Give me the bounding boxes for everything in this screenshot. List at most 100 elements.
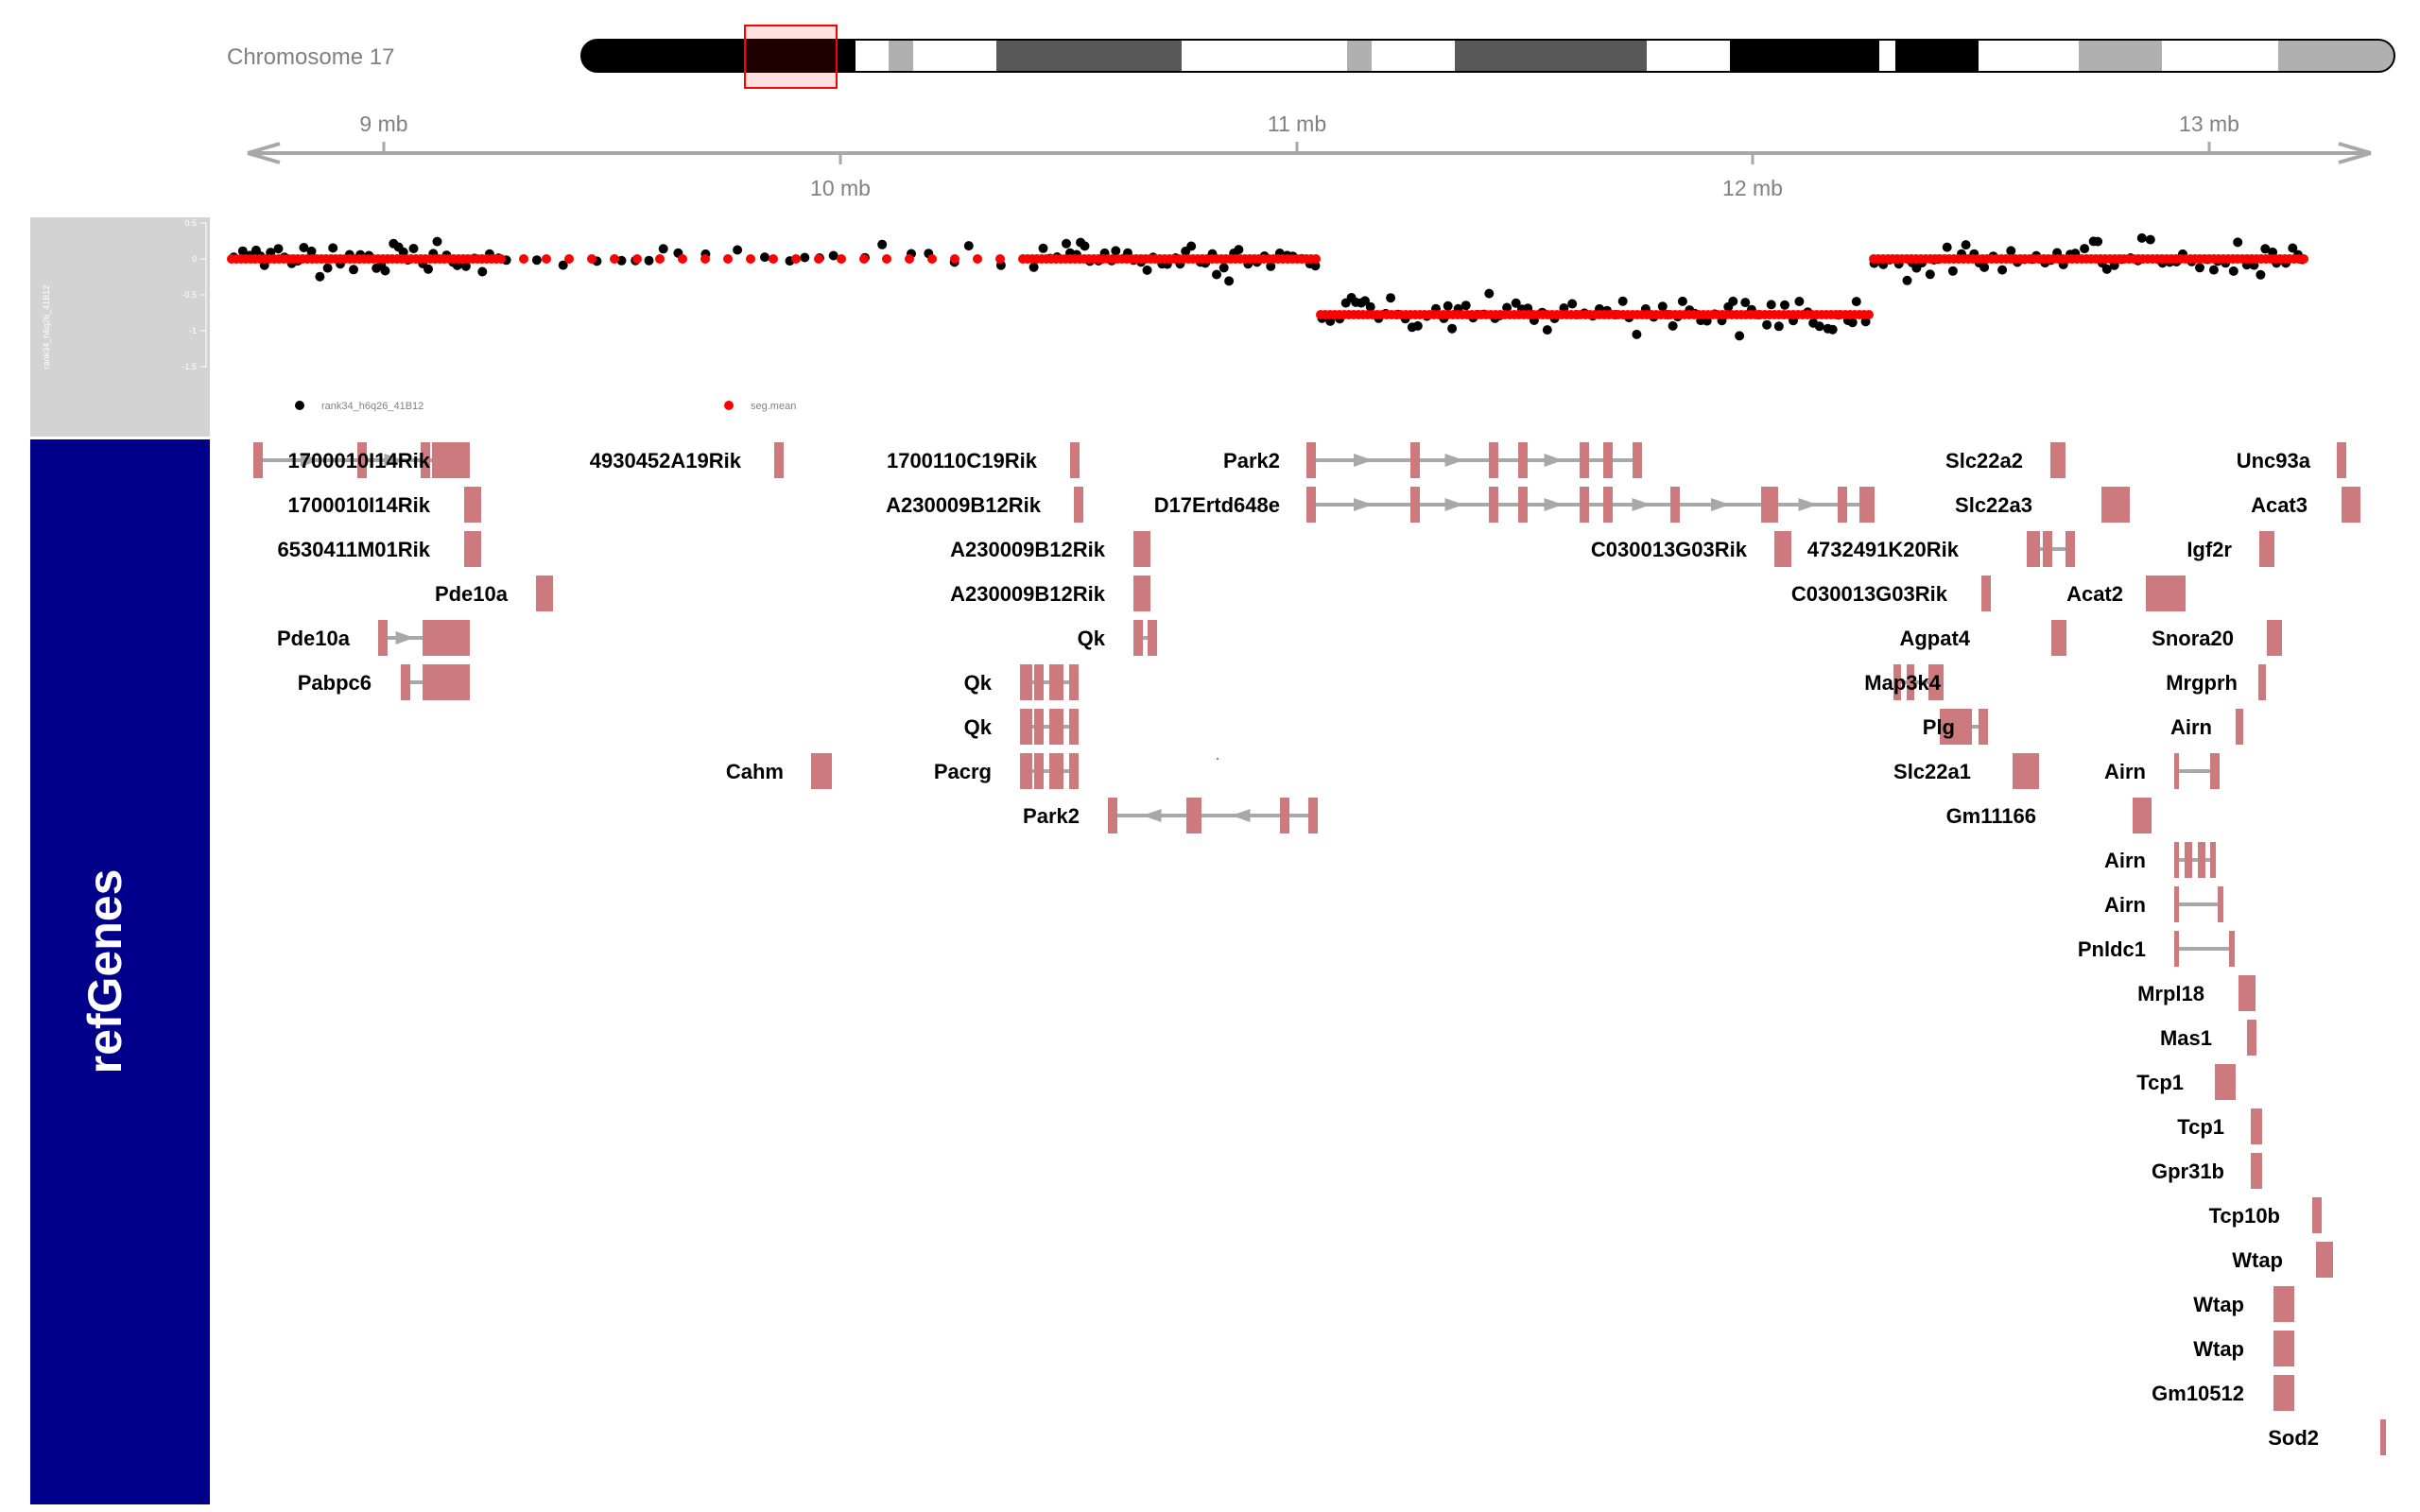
exon <box>2251 1153 2262 1189</box>
gene-label: D17Ertd648e <box>1154 493 1280 517</box>
gene-model: Gpr31b <box>2152 1153 2262 1189</box>
data-point <box>1142 265 1152 275</box>
exon <box>2337 442 2346 478</box>
data-point <box>558 260 568 270</box>
exon <box>1020 709 1032 745</box>
data-point <box>432 236 442 247</box>
exon <box>2251 1108 2262 1144</box>
data-point <box>733 245 743 255</box>
data-track: rank34_h6q26_41B12 0.5 0 -0.5 -1 -1.5 ra… <box>30 217 2308 437</box>
y-tick-label: -1 <box>189 326 197 335</box>
gene-model: Airn <box>2104 842 2216 878</box>
gene-label: Park2 <box>1023 804 1080 828</box>
gene-model: Pabpc6 <box>298 664 470 700</box>
gene-label: Tcp10b <box>2209 1204 2280 1228</box>
data-point <box>1925 269 1935 280</box>
gene-model: A230009B12Rik <box>886 487 1083 523</box>
legend-label: seg.mean <box>751 401 796 412</box>
data-point <box>408 244 419 253</box>
data-point <box>1773 321 1784 332</box>
strand-arrow-right-icon <box>1711 498 1730 511</box>
exon <box>2066 531 2075 567</box>
gene-model: Cahm <box>726 753 832 789</box>
data-track-y-axis: 0.5 0 -0.5 -1 -1.5 <box>182 218 206 371</box>
exon <box>1603 442 1613 478</box>
data-point <box>306 246 317 256</box>
data-point <box>315 271 325 282</box>
gene-model: 4732491K20Rik <box>1807 531 2075 567</box>
data-point <box>644 255 654 266</box>
gene-label: Airn <box>2104 760 2146 783</box>
gene-model: Unc93a <box>2237 442 2346 478</box>
gene-label: A230009B12Rik <box>886 493 1042 517</box>
exon <box>432 442 470 478</box>
segment-mean-point <box>678 254 687 264</box>
strand-arrow-right-icon <box>1544 498 1564 511</box>
data-point <box>2256 269 2266 280</box>
exon <box>536 576 553 611</box>
gene-label: Pacrg <box>934 760 992 783</box>
data-point <box>800 252 810 263</box>
gene-model: Tcp1 <box>2177 1108 2262 1144</box>
gene-label: Wtap <box>2232 1248 2283 1272</box>
data-point <box>1735 331 1745 341</box>
exon <box>2210 753 2220 789</box>
data-point <box>1386 293 1396 303</box>
data-point <box>1668 320 1678 331</box>
data-point <box>658 244 668 254</box>
strand-arrow-right-icon <box>1354 454 1373 467</box>
data-point <box>1942 242 1952 252</box>
ideogram-region-highlight <box>744 25 838 89</box>
gene-label: Acat3 <box>2251 493 2308 517</box>
gene-model: A230009B12Rik <box>950 531 1150 567</box>
gene-model: Tcp1 <box>2136 1064 2236 1100</box>
data-point <box>1740 298 1751 308</box>
exon <box>1069 664 1079 700</box>
exon <box>464 487 481 523</box>
data-point <box>616 255 627 266</box>
gene-label: Pde10a <box>277 627 351 650</box>
exon <box>2342 487 2360 523</box>
data-point <box>760 252 769 263</box>
data-point <box>1851 297 1861 307</box>
data-point <box>1827 324 1838 335</box>
gene-label: Pnldc1 <box>2078 937 2146 961</box>
exon <box>1034 753 1044 789</box>
gene-model: 1700010I14Rik <box>253 442 470 478</box>
data-point <box>1224 276 1235 286</box>
exon <box>1761 487 1778 523</box>
gene-model: Slc22a1 <box>1893 753 2039 789</box>
exon <box>1489 487 1498 523</box>
data-point <box>1266 261 1276 271</box>
gene-model: Acat2 <box>2066 576 2186 611</box>
data-point <box>1766 300 1776 310</box>
exon <box>1774 531 1791 567</box>
gene-model: Mrpl18 <box>2137 975 2256 1011</box>
exon <box>1518 442 1528 478</box>
exon <box>1133 576 1150 611</box>
exon <box>1489 442 1498 478</box>
exon <box>1306 487 1316 523</box>
data-point <box>1947 266 1958 276</box>
exon <box>1133 620 1143 656</box>
data-point <box>1762 319 1772 330</box>
segment-mean-point <box>496 254 506 264</box>
gene-label: 4732491K20Rik <box>1807 538 1960 561</box>
segment-mean-point <box>1311 254 1321 264</box>
exon <box>2258 664 2266 700</box>
strand-arrow-right-icon <box>1354 498 1373 511</box>
exon <box>2185 842 2192 878</box>
exon <box>2210 842 2216 878</box>
data-point <box>1028 262 1039 272</box>
exon <box>401 664 410 700</box>
exon <box>2198 842 2205 878</box>
gene-model: Pacrg <box>934 753 1079 789</box>
data-point <box>1212 269 1221 280</box>
exon <box>2218 886 2223 922</box>
gene-label: Igf2r <box>2187 538 2232 561</box>
exon <box>2027 531 2040 567</box>
exon <box>2133 798 2152 833</box>
segment-mean-point <box>814 254 823 264</box>
gene-model: Airn <box>2104 886 2223 922</box>
